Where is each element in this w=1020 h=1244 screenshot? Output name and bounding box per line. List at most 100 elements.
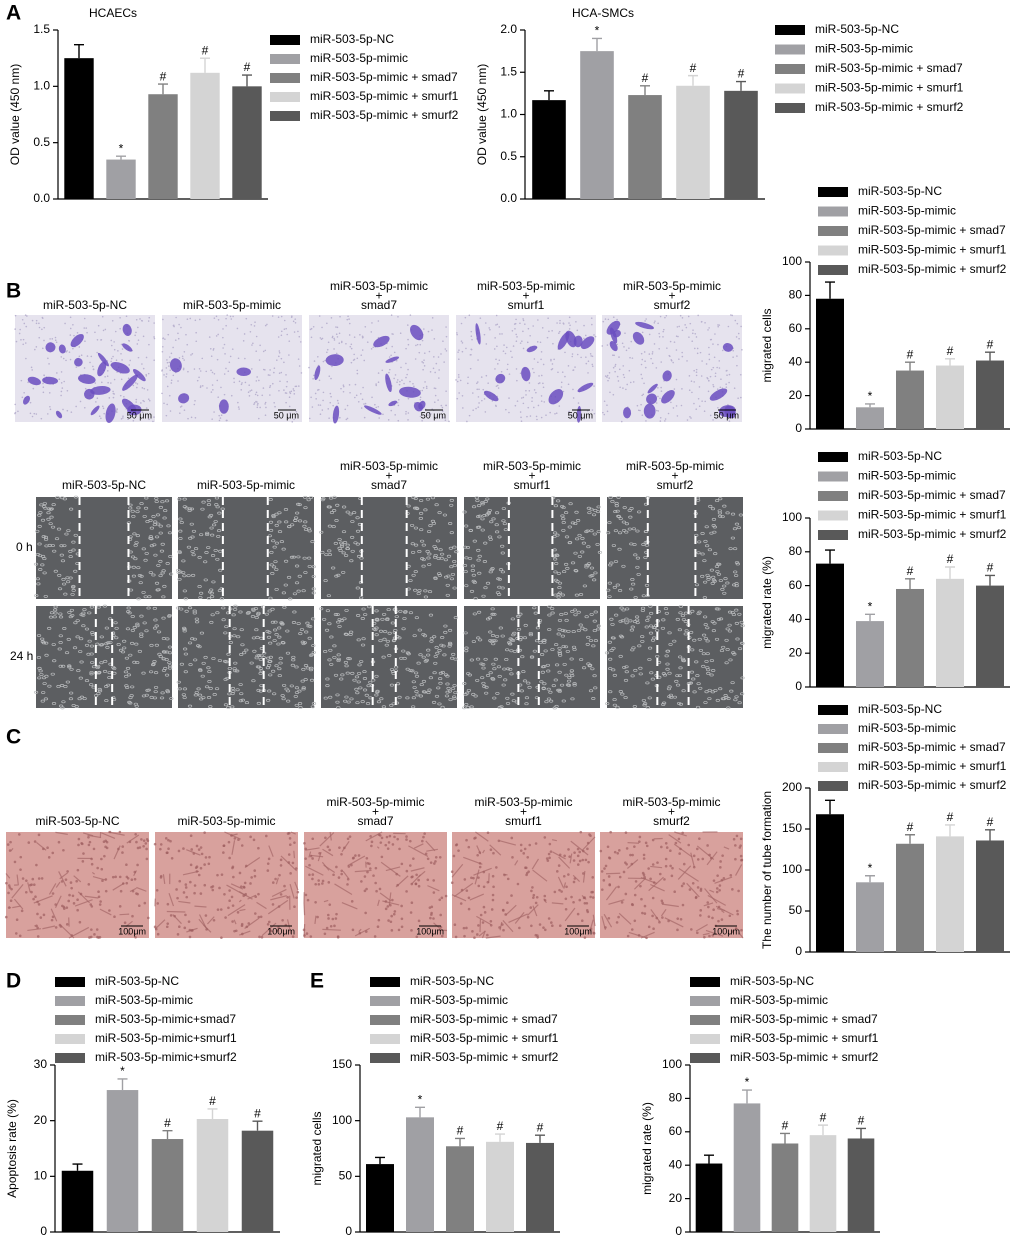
cell-texture	[309, 666, 314, 670]
tube	[627, 842, 640, 844]
image-texture	[338, 332, 341, 335]
image-texture	[700, 375, 703, 377]
image-texture	[641, 414, 644, 417]
cell-texture	[272, 628, 278, 632]
image-texture	[175, 316, 177, 319]
cell	[543, 894, 547, 898]
image-texture	[277, 316, 280, 318]
image-texture	[347, 315, 349, 318]
cell	[465, 889, 469, 892]
image-texture	[478, 402, 480, 404]
image-texture	[273, 371, 275, 374]
cell	[429, 861, 433, 864]
cell	[10, 887, 13, 891]
cell-texture	[189, 507, 195, 511]
cell-texture	[480, 676, 485, 680]
image-texture	[445, 350, 448, 352]
cell-texture	[647, 658, 652, 661]
tube	[721, 909, 725, 914]
image-texture	[536, 341, 539, 343]
cell-texture	[447, 641, 453, 645]
stained-cell	[526, 345, 538, 353]
cell-texture	[309, 653, 315, 657]
image-texture	[458, 376, 460, 378]
bar	[532, 100, 566, 199]
cell-texture	[573, 551, 578, 555]
stained-cell	[609, 327, 618, 344]
image-label: miR-503-5p-mimic	[623, 279, 721, 293]
cell-texture	[550, 611, 555, 615]
cell-texture	[700, 574, 705, 578]
image-texture	[706, 377, 709, 380]
cell-texture	[165, 689, 170, 693]
image-texture	[603, 413, 606, 416]
cell	[293, 905, 296, 909]
cell	[504, 913, 507, 916]
cell	[709, 856, 713, 860]
cell	[242, 885, 246, 889]
cell-texture	[561, 528, 566, 532]
image-texture	[620, 420, 623, 423]
cell	[390, 929, 394, 932]
image-texture	[89, 361, 91, 364]
image-texture	[733, 387, 736, 389]
cell-texture	[154, 500, 159, 504]
cell-texture	[272, 639, 277, 642]
cell	[144, 842, 148, 845]
cell-texture	[567, 676, 572, 680]
image-texture	[407, 338, 409, 341]
image-texture	[196, 379, 199, 382]
image-texture	[233, 377, 235, 380]
image-texture	[567, 383, 570, 386]
image-texture	[145, 356, 148, 359]
cell-texture	[339, 619, 344, 623]
cell-texture	[576, 629, 582, 632]
cell-texture	[505, 696, 510, 700]
cell-texture	[358, 686, 363, 690]
cell	[462, 926, 466, 930]
cell-texture	[592, 532, 597, 536]
cell-texture	[540, 670, 546, 674]
legend-swatch	[370, 1034, 400, 1044]
cell-texture	[160, 542, 165, 546]
cell-texture	[131, 514, 136, 518]
image-texture	[533, 389, 536, 391]
cell-texture	[483, 499, 488, 503]
cell	[429, 916, 432, 920]
cell	[450, 881, 454, 885]
image-texture	[262, 350, 265, 353]
cell	[482, 885, 486, 889]
cell	[260, 935, 264, 939]
cell	[247, 922, 251, 925]
y-axis-label: migrated cells	[310, 1111, 324, 1185]
image-texture	[336, 326, 339, 329]
image-label: smurf2	[657, 478, 694, 492]
image-texture	[495, 358, 497, 361]
image-texture	[731, 314, 734, 317]
legend-swatch	[775, 25, 805, 35]
tube	[154, 919, 166, 930]
cell-texture	[618, 619, 623, 623]
cell-texture	[349, 535, 355, 539]
cell	[715, 890, 719, 894]
cell	[145, 847, 148, 851]
cell-texture	[439, 552, 445, 556]
cell-texture	[298, 632, 303, 636]
image-texture	[51, 338, 54, 340]
image-texture	[102, 329, 105, 332]
image-texture	[406, 324, 409, 326]
cell-texture	[462, 510, 467, 514]
image-texture	[56, 372, 58, 374]
image-texture	[215, 335, 218, 337]
cell	[5, 881, 8, 885]
image-texture	[361, 335, 364, 338]
cell	[692, 854, 696, 858]
y-tick-label: 10	[34, 1169, 48, 1183]
image-texture	[500, 370, 503, 373]
image-texture	[522, 347, 525, 350]
image-texture	[462, 407, 464, 409]
legend-swatch	[818, 510, 848, 521]
cell-texture	[445, 682, 450, 686]
cell-texture	[675, 617, 680, 621]
cell-texture	[208, 513, 214, 517]
